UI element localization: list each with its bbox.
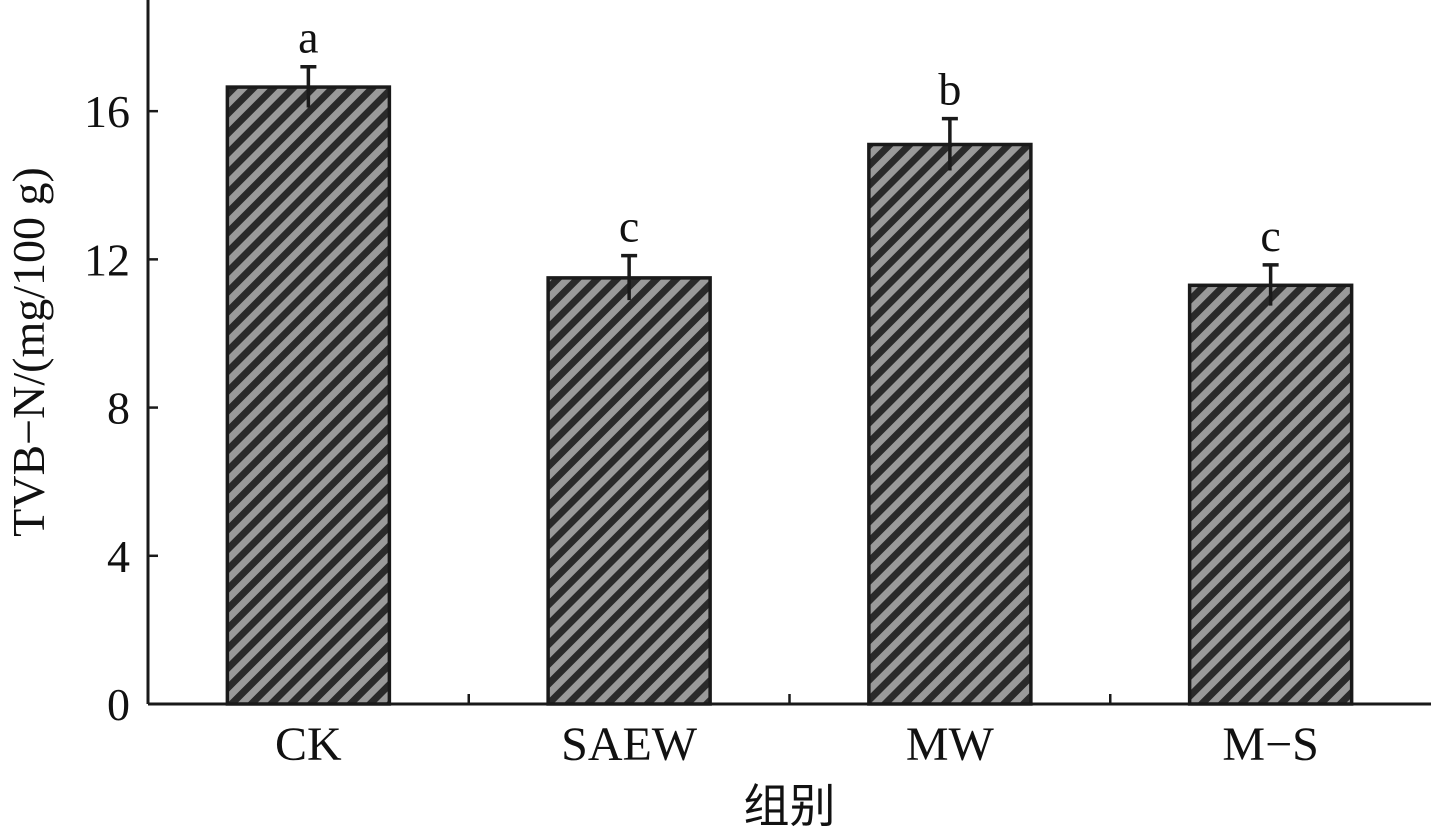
y-tick-label: 8 xyxy=(107,383,130,434)
x-tick-label: M−S xyxy=(1222,718,1318,771)
x-tick-label: MW xyxy=(906,718,995,771)
significance-label: c xyxy=(619,201,639,252)
error-bar xyxy=(300,64,317,108)
x-tick-label: SAEW xyxy=(561,718,698,771)
significance-label: c xyxy=(1260,210,1280,261)
y-tick-label: 0 xyxy=(107,679,130,730)
error-bar xyxy=(1262,263,1279,306)
error-bar xyxy=(621,253,638,301)
significance-label: b xyxy=(938,64,961,115)
y-tick-label: 4 xyxy=(107,531,130,582)
error-bar xyxy=(941,116,958,171)
x-tick-label: CK xyxy=(275,718,342,771)
significance-label: a xyxy=(298,12,318,63)
y-tick-label: 16 xyxy=(84,86,130,137)
bar-saew xyxy=(546,276,712,706)
bar-mw xyxy=(867,142,1033,706)
bar-m-s xyxy=(1187,283,1354,706)
y-ticks: 0 4 8 12 16 xyxy=(84,86,158,730)
y-axis-title: TVB−N/(mg/100 g) xyxy=(3,167,54,537)
y-tick-label: 12 xyxy=(84,234,130,285)
x-axis-title: 组别 xyxy=(744,779,836,833)
bar-ck xyxy=(225,85,392,706)
x-category-labels: CK SAEW MW M−S xyxy=(275,694,1319,771)
bars-layer: a c b c xyxy=(225,12,1354,706)
